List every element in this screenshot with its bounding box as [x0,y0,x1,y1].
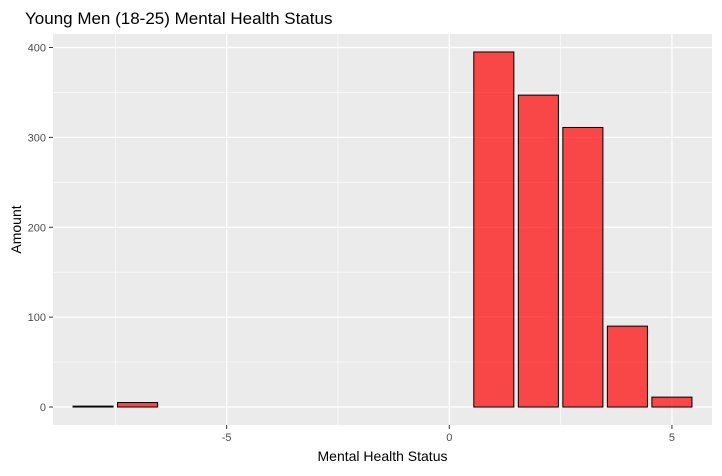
y-axis-title: Amount [8,205,24,253]
bars [72,51,693,408]
bar [117,402,159,408]
x-axis-title: Mental Health Status [318,448,448,464]
x-tick-label: 0 [446,432,452,444]
x-tick-label: 5 [669,432,675,444]
bar [473,51,515,408]
bar [72,405,114,408]
x-axis-ticks: -5 0 5 [222,425,675,444]
y-tick-label: 0 [40,402,46,414]
bar [517,94,559,408]
y-axis-ticks: 0 100 200 300 400 [28,42,53,414]
y-tick-label: 200 [28,222,46,234]
x-tick-label: -5 [222,432,232,444]
y-tick-label: 100 [28,312,46,324]
bar [606,325,648,408]
chart-title: Young Men (18-25) Mental Health Status [25,9,332,28]
y-tick-label: 300 [28,132,46,144]
bar [651,396,693,408]
bar [562,126,604,408]
y-tick-label: 400 [28,42,46,54]
